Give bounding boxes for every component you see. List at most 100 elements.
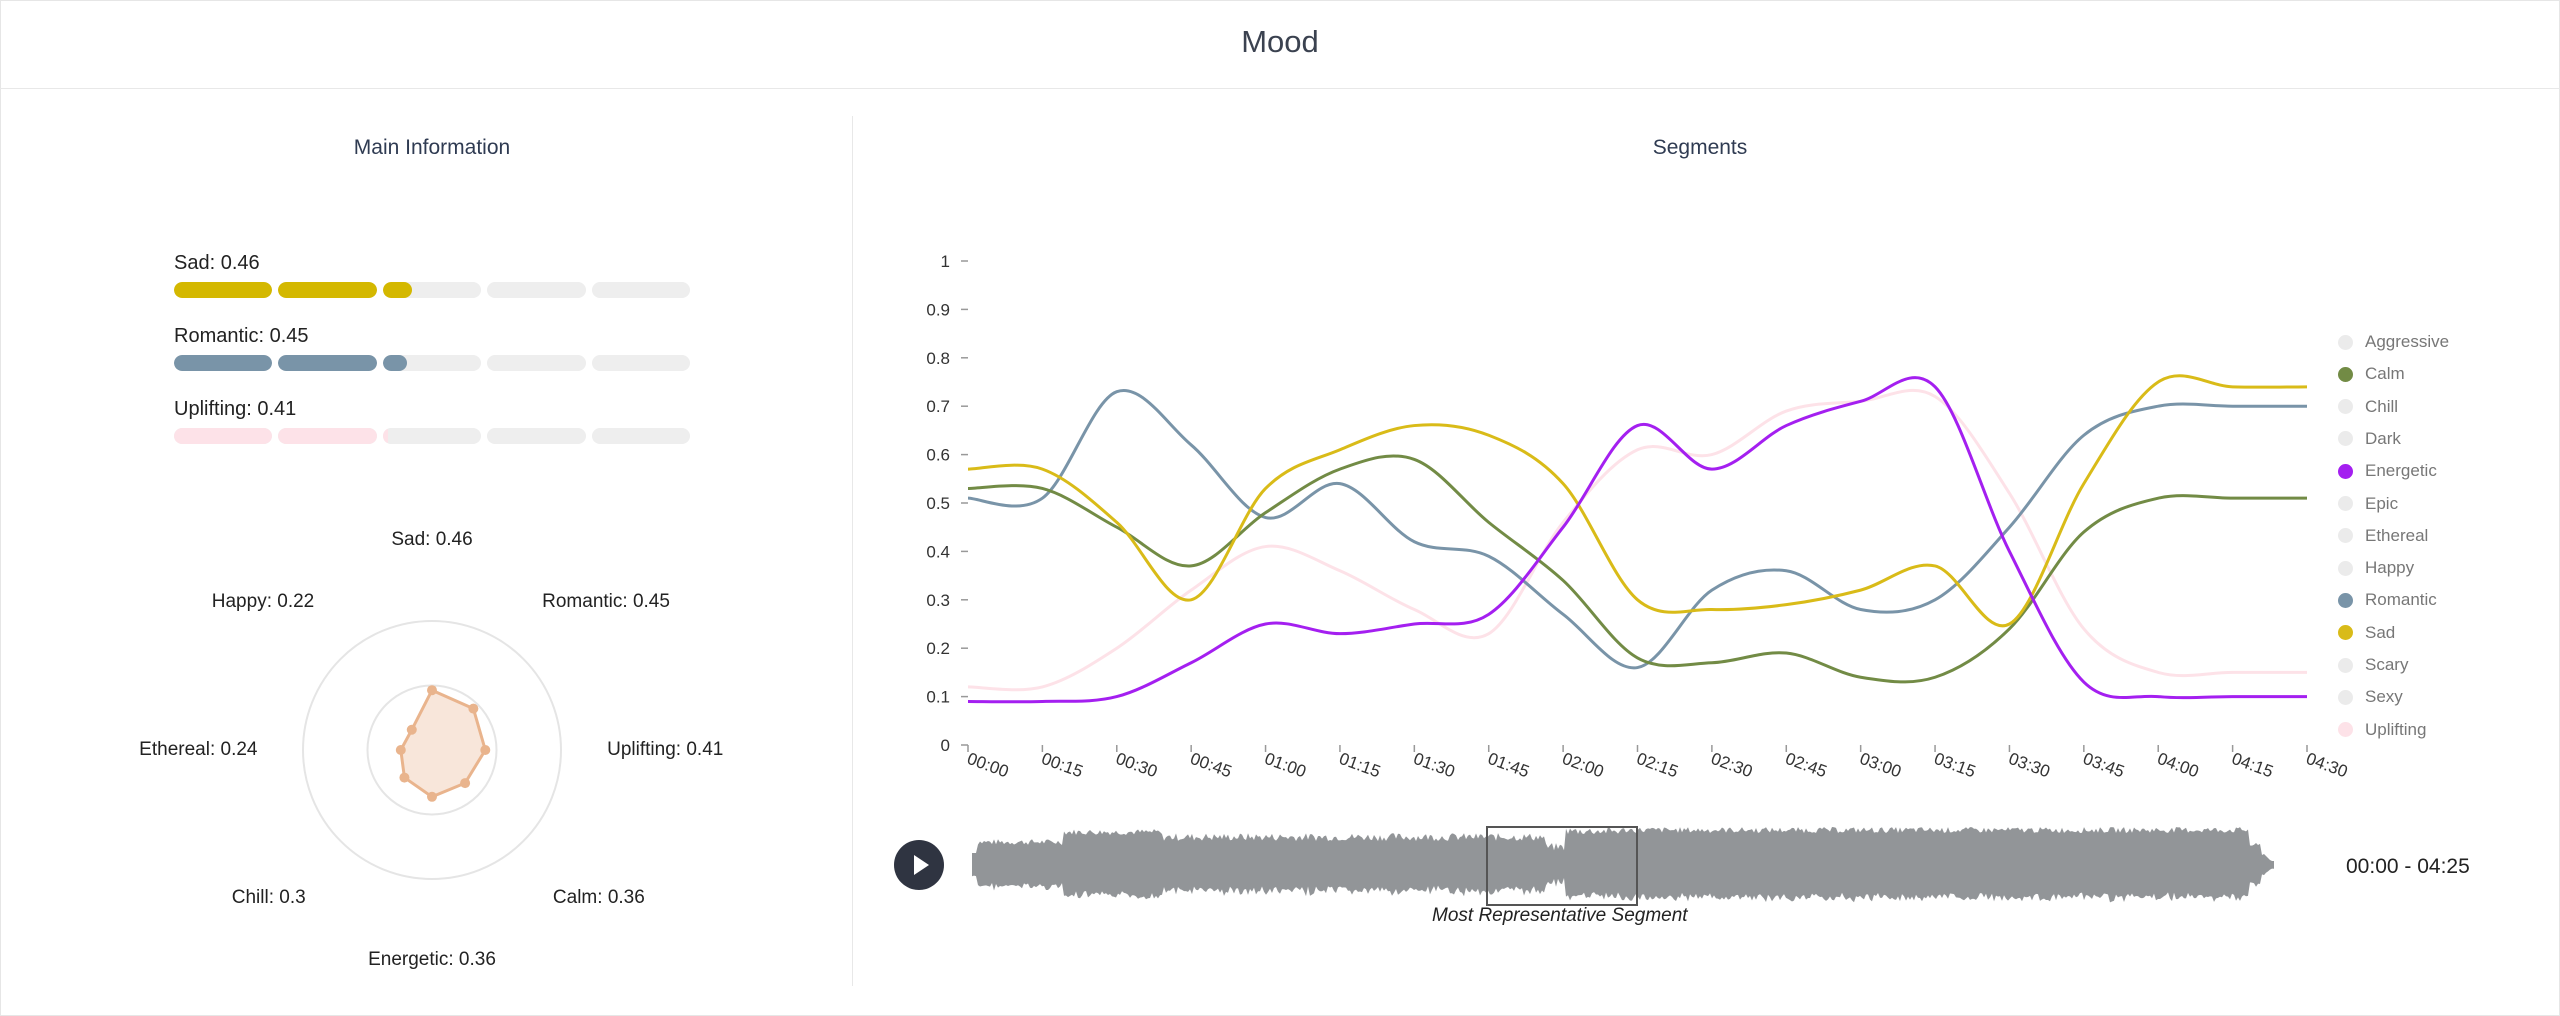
legend-dot xyxy=(2338,366,2353,382)
legend-item-sad[interactable]: Sad xyxy=(2338,622,2395,644)
legend-dot xyxy=(2338,463,2353,479)
play-button[interactable] xyxy=(894,840,944,890)
legend-dot xyxy=(2338,689,2353,705)
legend-label: Epic xyxy=(2365,493,2399,513)
legend-label: Calm xyxy=(2365,364,2405,384)
series-line-uplifting xyxy=(967,388,2307,692)
legend-label: Ethereal xyxy=(2365,525,2429,545)
x-tick-label: 02:00 xyxy=(1560,749,1606,781)
legend-label: Sad xyxy=(2365,622,2396,642)
x-tick-label: 00:45 xyxy=(1188,749,1234,781)
main-info-title: Main Information xyxy=(353,136,511,159)
mood-bar-fill xyxy=(174,355,273,371)
mood-bar-segment xyxy=(382,428,482,444)
mood-bar-label: Sad: 0.46 xyxy=(174,252,260,274)
mood-bar-fill xyxy=(382,355,408,371)
mood-bar-segment xyxy=(174,282,273,298)
mood-bar: Uplifting: 0.41 xyxy=(174,398,691,444)
y-tick-label: 0.8 xyxy=(926,349,950,368)
legend-item-uplifting[interactable]: Uplifting xyxy=(2338,719,2426,741)
y-tick-label: 0.4 xyxy=(926,542,950,561)
legend-item-energetic[interactable]: Energetic xyxy=(2338,460,2437,482)
legend-item-epic[interactable]: Epic xyxy=(2338,493,2398,515)
x-tick-label: 03:15 xyxy=(1932,749,1978,781)
legend-label: Sexy xyxy=(2365,687,2403,707)
mood-bar-segment xyxy=(487,355,586,371)
mood-bar: Romantic: 0.45 xyxy=(174,325,691,371)
radar-label: Ethereal: 0.24 xyxy=(139,739,258,760)
mood-bar-segment xyxy=(174,355,273,371)
x-tick-label: 00:30 xyxy=(1113,749,1159,781)
y-tick-label: 0.2 xyxy=(926,639,950,658)
legend-dot xyxy=(2338,334,2353,350)
legend-item-dark[interactable]: Dark xyxy=(2338,428,2401,450)
representative-segment-caption: Most Representative Segment xyxy=(1432,905,1688,926)
radar-label: Sad: 0.46 xyxy=(391,529,473,550)
radar-label: Energetic: 0.36 xyxy=(368,949,496,970)
y-tick-label: 0.6 xyxy=(926,446,950,465)
mood-bar-segment xyxy=(382,355,482,371)
y-tick-label: 0 xyxy=(941,736,950,755)
play-icon xyxy=(914,855,929,875)
legend-label: Dark xyxy=(2365,428,2401,448)
x-tick-label: 00:15 xyxy=(1039,749,1085,781)
mood-bar-fill xyxy=(174,282,273,298)
y-tick-label: 0.5 xyxy=(926,494,950,513)
x-tick-label: 03:45 xyxy=(2080,749,2126,781)
legend-label: Energetic xyxy=(2365,461,2437,481)
series-line-romantic xyxy=(967,388,2307,670)
legend-item-sexy[interactable]: Sexy xyxy=(2338,686,2403,708)
legend-item-scary[interactable]: Scary xyxy=(2338,654,2408,676)
legend-label: Uplifting xyxy=(2365,719,2427,739)
x-tick-label: 04:00 xyxy=(2155,749,2201,781)
mood-bar: Sad: 0.46 xyxy=(174,252,691,298)
mood-bar-segment xyxy=(382,282,482,298)
y-tick-label: 1 xyxy=(941,252,950,271)
legend-label: Romantic xyxy=(2365,590,2437,610)
x-tick-label: 01:00 xyxy=(1262,749,1308,781)
y-tick-label: 0.9 xyxy=(926,300,950,319)
mood-bar-label: Romantic: 0.45 xyxy=(174,325,309,347)
mood-bar-segment xyxy=(278,282,377,298)
legend-dot xyxy=(2338,496,2353,511)
x-tick-label: 04:15 xyxy=(2229,749,2275,781)
legend-item-calm[interactable]: Calm xyxy=(2338,363,2405,385)
x-tick-label: 03:30 xyxy=(2006,749,2052,781)
x-tick-label: 01:30 xyxy=(1411,749,1457,781)
mood-bar-label: Uplifting: 0.41 xyxy=(174,398,297,420)
x-tick-label: 02:15 xyxy=(1634,749,1680,781)
mood-bar-segment xyxy=(487,428,586,444)
legend-item-romantic[interactable]: Romantic xyxy=(2338,589,2437,611)
segments-title: Segments xyxy=(1652,136,1748,159)
header: Mood xyxy=(0,0,2560,89)
legend-item-happy[interactable]: Happy xyxy=(2338,557,2414,579)
x-tick-label: 00:00 xyxy=(965,749,1011,781)
series-line-calm xyxy=(967,454,2307,684)
radar-label: Romantic: 0.45 xyxy=(542,590,670,612)
legend-item-chill[interactable]: Chill xyxy=(2338,396,2398,418)
legend-item-aggressive[interactable]: Aggressive xyxy=(2338,331,2449,353)
mood-bar-track xyxy=(174,428,691,444)
radar-label: Happy: 0.22 xyxy=(211,590,315,612)
legend-label: Aggressive xyxy=(2365,332,2450,351)
y-tick-label: 0.3 xyxy=(926,591,950,610)
legend-label: Chill xyxy=(2365,396,2399,416)
mood-bar-fill xyxy=(278,355,377,371)
mood-bar-fill xyxy=(382,428,388,444)
x-tick-label: 01:45 xyxy=(1485,749,1531,781)
legend-item-ethereal[interactable]: Ethereal xyxy=(2338,525,2428,547)
series-line-sad xyxy=(967,374,2308,628)
radar-label: Chill: 0.3 xyxy=(231,887,306,909)
mood-bar-fill xyxy=(278,428,377,444)
y-tick-label: 0.1 xyxy=(926,688,950,707)
mood-bar-segment xyxy=(278,355,377,371)
panel-divider xyxy=(852,116,853,986)
mood-bar-segment xyxy=(487,282,586,298)
radar-label: Calm: 0.36 xyxy=(552,887,645,909)
legend-dot xyxy=(2338,431,2353,447)
mood-bar-fill xyxy=(382,282,413,298)
mood-bar-track xyxy=(174,355,691,371)
legend-dot xyxy=(2338,560,2353,576)
radar-label: Uplifting: 0.41 xyxy=(607,739,724,760)
